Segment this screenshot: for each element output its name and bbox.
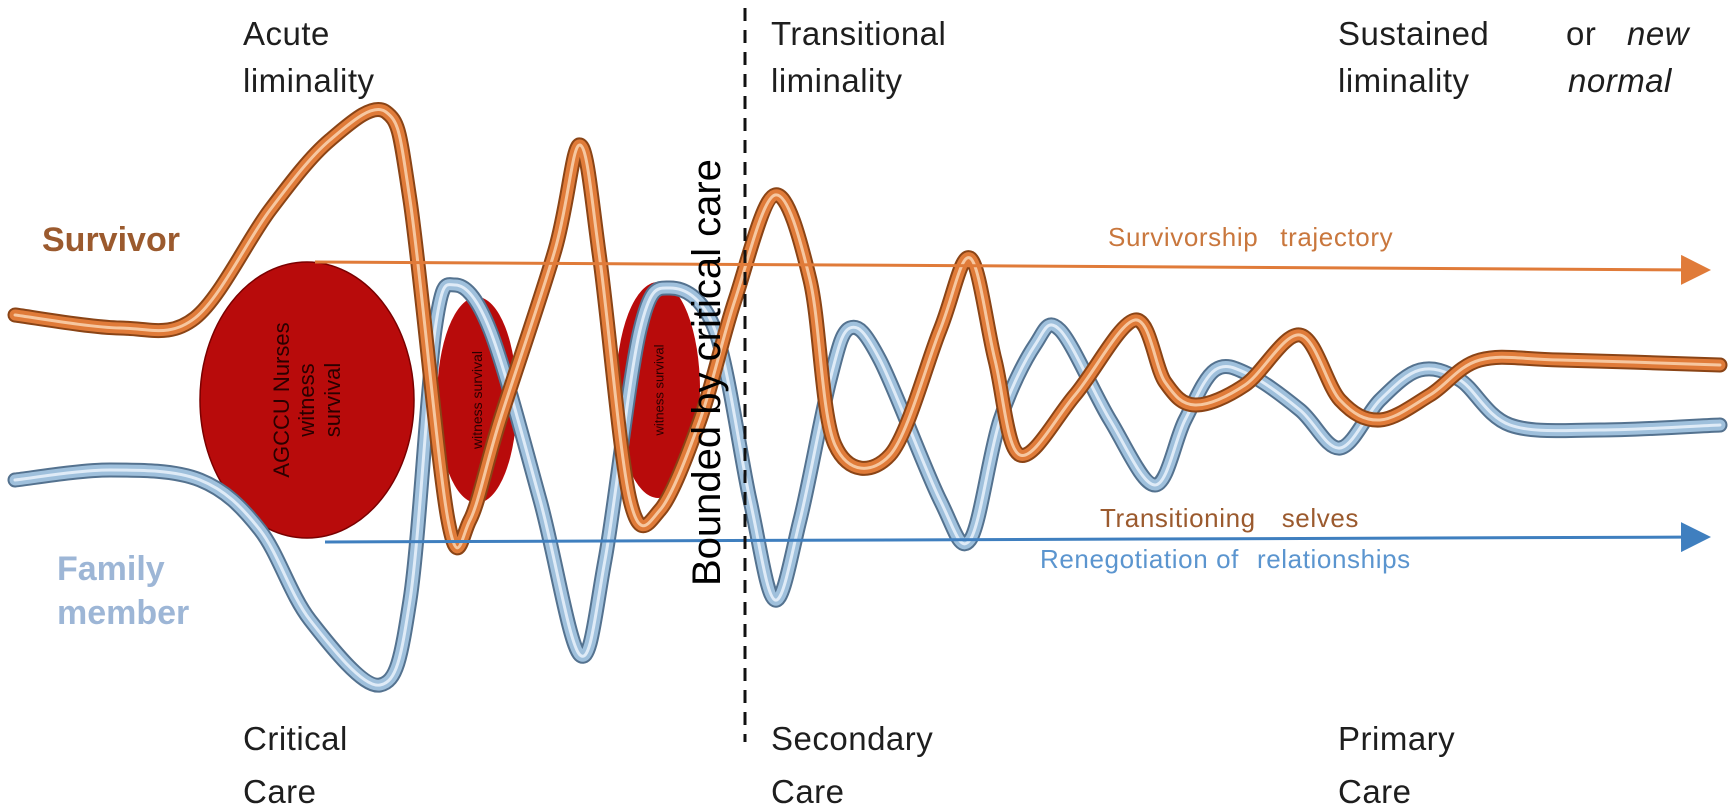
renegotiation-label: Renegotiation of relationships: [1040, 544, 1411, 574]
survivor-label: Survivor: [42, 221, 180, 259]
oval-large-text: AGCCU Nurses witness survival: [269, 322, 345, 478]
sustained-liminality-heading: Sustained liminality: [1338, 15, 1490, 99]
transitional-liminality-heading: Transitional liminality: [771, 15, 947, 99]
oval-middle-text: witness survival: [468, 350, 485, 450]
bounded-by-critical-care-label: Bounded by critical care: [685, 159, 729, 586]
survivor-rope: [7, 102, 1728, 556]
secondary-care-label: Secondary Care: [771, 720, 934, 810]
relationships-arrow: [324, 522, 1711, 553]
family-member-label: Family member: [57, 550, 190, 632]
normal-word: normal: [1568, 62, 1672, 99]
survivorship-arrow: [314, 254, 1711, 285]
survivorship-label: Survivorship trajectory: [1108, 222, 1394, 252]
new-word: new: [1627, 15, 1690, 52]
acute-liminality-heading: Acute liminality: [243, 15, 375, 99]
oval-large: [199, 261, 415, 539]
or-word: or: [1566, 15, 1597, 52]
primary-care-label: Primary Care: [1338, 720, 1456, 810]
critical-care-label: Critical Care: [243, 720, 348, 810]
oval-small-text: witness survival: [651, 344, 667, 436]
family-rope: [7, 277, 1728, 693]
transitioning-selves-label: Transitioning selves: [1100, 503, 1359, 533]
